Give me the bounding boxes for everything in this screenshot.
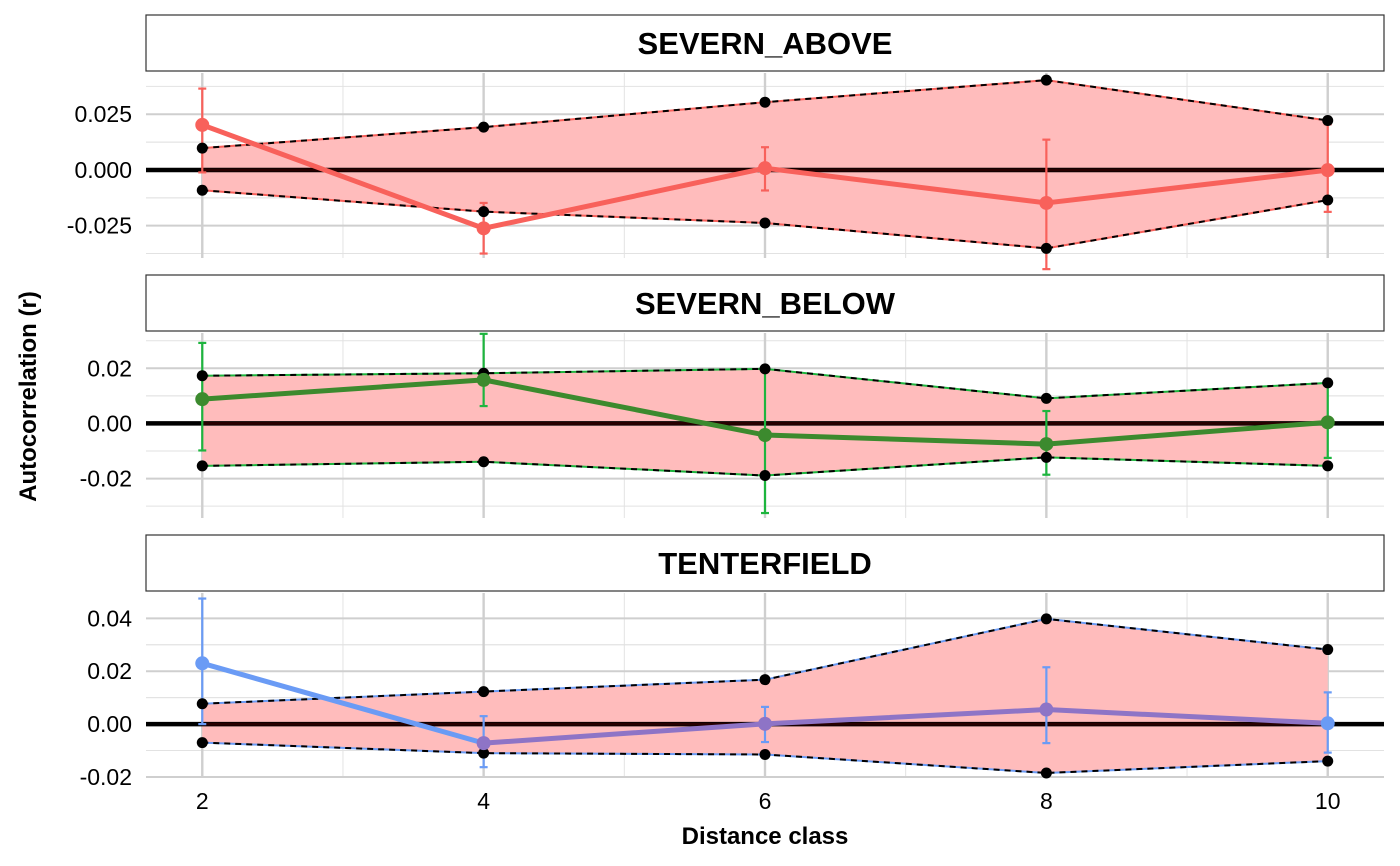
envelope-upper-point bbox=[196, 698, 208, 710]
panel-strip bbox=[145, 534, 1385, 592]
observed-line-segment bbox=[762, 165, 1049, 206]
envelope-lower-point bbox=[196, 184, 208, 196]
observed-line-segment bbox=[199, 660, 487, 746]
panel-severn-below: SEVERN_BELOW -0.02 0.00 0.02 bbox=[80, 274, 1385, 518]
envelope-lower-point bbox=[1040, 242, 1052, 254]
y-tick-label: 0.00 bbox=[87, 711, 132, 737]
observed-line-segment bbox=[481, 721, 768, 746]
envelope-upper-point bbox=[1322, 644, 1334, 656]
x-tick-label: 10 bbox=[1315, 788, 1341, 814]
y-tick-label: 0.00 bbox=[87, 410, 132, 436]
y-tick-label: 0.02 bbox=[87, 658, 132, 684]
observed-line-segment bbox=[199, 122, 487, 231]
envelope-lower-point bbox=[478, 206, 490, 218]
y-tick-label: 0.02 bbox=[87, 355, 132, 381]
observed-point bbox=[195, 656, 210, 671]
envelope-lower-point bbox=[1040, 767, 1052, 779]
y-tick-label: 0.000 bbox=[74, 157, 132, 183]
observed-point bbox=[476, 736, 491, 751]
envelope-upper-point bbox=[478, 121, 490, 133]
observed-point bbox=[758, 428, 772, 443]
envelope-lower-point bbox=[1322, 755, 1334, 767]
panel-tenterfield: TENTERFIELD -0.02 0.00 0.02 0.04 bbox=[80, 534, 1385, 790]
envelope-lower-point bbox=[478, 456, 490, 468]
envelope-lower-point bbox=[1040, 451, 1052, 463]
envelope-lower-point bbox=[759, 748, 771, 760]
observed-point bbox=[1320, 716, 1335, 731]
observed-point bbox=[1320, 415, 1335, 430]
observed-point bbox=[758, 716, 772, 731]
envelope-lower-point bbox=[196, 737, 208, 749]
envelope-upper-point bbox=[1322, 114, 1334, 126]
panel-title: SEVERN_ABOVE bbox=[638, 26, 893, 61]
envelope-upper-point bbox=[478, 686, 490, 698]
observed-point bbox=[1039, 195, 1054, 210]
observed-point bbox=[476, 372, 491, 387]
observed-line-segment bbox=[1043, 419, 1331, 447]
observed-point bbox=[195, 117, 210, 132]
observed-point bbox=[1039, 437, 1054, 452]
envelope-upper-point bbox=[196, 370, 208, 382]
observed-point bbox=[758, 161, 772, 176]
y-tick-label: -0.02 bbox=[80, 466, 132, 492]
observed-line-segment bbox=[481, 165, 768, 231]
envelope-lower-point bbox=[478, 747, 490, 759]
envelope-lower-point bbox=[1322, 460, 1334, 472]
panel-title: TENTERFIELD bbox=[658, 546, 872, 581]
panel-severn-above: SEVERN_ABOVE -0.025 0.000 0.025 bbox=[67, 14, 1385, 271]
observed-line-segment bbox=[1043, 167, 1331, 206]
x-axis-title: Distance class bbox=[682, 823, 849, 850]
x-tick-label: 6 bbox=[759, 788, 772, 814]
y-tick-label: -0.02 bbox=[80, 764, 132, 790]
envelope-upper-point bbox=[759, 363, 771, 375]
envelope-lower-point bbox=[1322, 194, 1334, 206]
panel-strip bbox=[145, 274, 1385, 332]
observed-point bbox=[195, 392, 210, 407]
y-axis-title: Autocorrelation (r) bbox=[15, 291, 42, 502]
envelope-lower-point bbox=[196, 460, 208, 472]
x-tick-label: 4 bbox=[477, 788, 490, 814]
x-tick-label: 8 bbox=[1040, 788, 1053, 814]
envelope-upper-point bbox=[1040, 613, 1052, 625]
panel-strip bbox=[145, 14, 1385, 72]
x-tick-label: 2 bbox=[196, 788, 209, 814]
y-tick-label: 0.025 bbox=[74, 101, 132, 127]
y-tick-label: -0.025 bbox=[67, 213, 132, 239]
observed-line-segment bbox=[481, 377, 768, 438]
envelope-upper-point bbox=[1322, 377, 1334, 389]
observed-line-segment bbox=[762, 432, 1049, 447]
envelope-upper-point bbox=[1040, 392, 1052, 404]
envelope-lower-point bbox=[759, 470, 771, 482]
envelope-upper-point bbox=[1040, 74, 1052, 86]
panel-title: SEVERN_BELOW bbox=[635, 286, 896, 321]
observed-line-segment bbox=[199, 377, 487, 402]
envelope-upper-point bbox=[196, 142, 208, 154]
observed-line-segment bbox=[1043, 707, 1331, 726]
envelope-upper-point bbox=[759, 674, 771, 686]
y-tick-label: 0.04 bbox=[87, 605, 132, 631]
envelope-lower-point bbox=[759, 217, 771, 229]
observed-line-segment bbox=[762, 707, 1049, 727]
envelope-upper-point bbox=[759, 96, 771, 108]
observed-point bbox=[1039, 702, 1054, 717]
observed-point bbox=[476, 221, 491, 236]
observed-point bbox=[1320, 163, 1335, 178]
